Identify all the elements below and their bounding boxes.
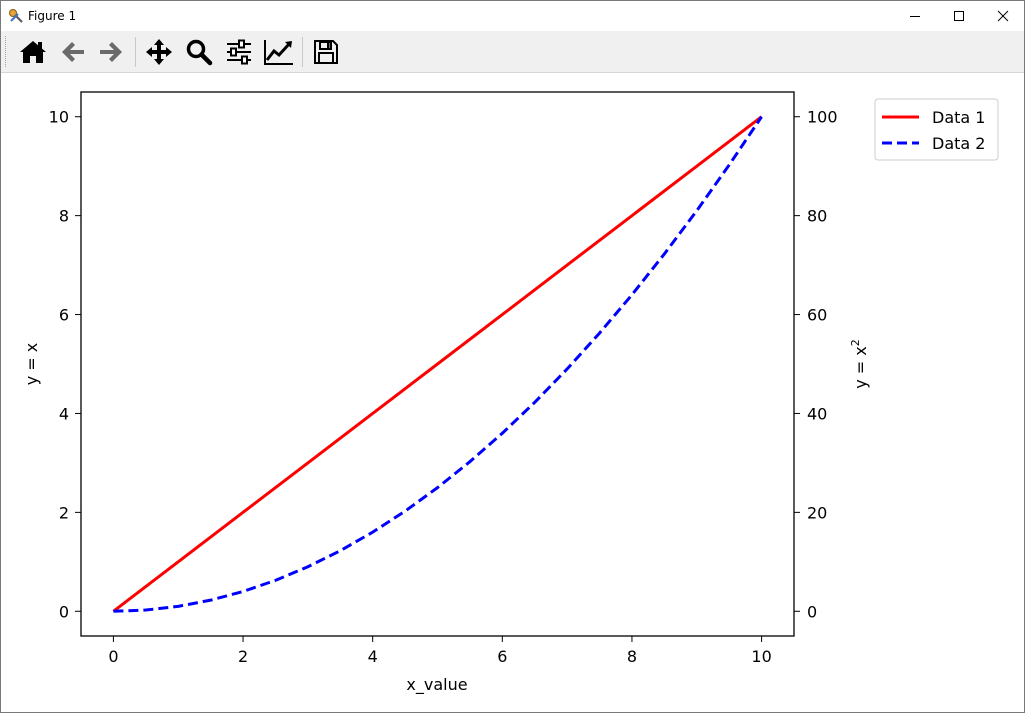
move-icon xyxy=(146,39,172,65)
x-tick-label: 10 xyxy=(751,647,771,666)
y-left-tick-label: 2 xyxy=(59,503,69,522)
y-left-tick-label: 4 xyxy=(59,404,69,423)
y-axis-label-right-text: y = x xyxy=(851,346,870,389)
figure-canvas[interactable]: 0 2 4 6 8 10 0 2 4 6 8 10 0 20 40 60 80 100 x_value y = x… xyxy=(1,73,1024,712)
x-tick-label: 8 xyxy=(627,647,637,666)
y-left-tick-label: 0 xyxy=(59,602,69,621)
arrow-left-icon xyxy=(62,42,84,62)
legend[interactable]: Data 1 Data 2 xyxy=(874,98,999,161)
navigation-toolbar xyxy=(1,31,1024,73)
y-right-tick-label: 60 xyxy=(807,306,827,325)
x-tick-label: 0 xyxy=(108,647,118,666)
x-tick-label: 4 xyxy=(368,647,378,666)
x-tick-label: 2 xyxy=(238,647,248,666)
y-axis-label-right: y = x2 xyxy=(849,339,870,389)
back-button[interactable] xyxy=(56,37,90,67)
y-left-tick-label: 6 xyxy=(59,306,69,325)
app-icon xyxy=(9,9,23,23)
axes-frame xyxy=(80,91,795,637)
floppy-disk-icon xyxy=(314,40,338,64)
window-title: Figure 1 xyxy=(28,9,77,23)
y-right-tick-label: 40 xyxy=(807,404,827,423)
toolbar-separator xyxy=(302,37,303,67)
maximize-icon xyxy=(954,11,964,21)
maximize-button[interactable] xyxy=(936,1,982,31)
forward-button[interactable] xyxy=(94,37,128,67)
y-right-tick-label: 80 xyxy=(807,207,827,226)
toolbar-grip[interactable] xyxy=(5,36,9,67)
legend-label-data-1: Data 1 xyxy=(932,108,985,127)
edit-axes-button[interactable] xyxy=(262,37,296,67)
arrow-right-icon xyxy=(100,42,122,62)
zoom-button[interactable] xyxy=(182,37,216,67)
minimize-icon xyxy=(910,16,920,17)
legend-label-data-2: Data 2 xyxy=(932,134,985,153)
pan-button[interactable] xyxy=(142,37,176,67)
y-left-tick-label: 10 xyxy=(49,108,69,127)
minimize-button[interactable] xyxy=(892,1,938,31)
y-right-tick-label: 20 xyxy=(807,503,827,522)
close-icon xyxy=(997,10,1009,22)
y-right-tick-label: 100 xyxy=(807,108,838,127)
title-bar[interactable]: Figure 1 xyxy=(1,1,1024,31)
y-left-tick-label: 8 xyxy=(59,207,69,226)
home-button[interactable] xyxy=(16,37,50,67)
home-icon xyxy=(20,41,46,63)
y-right-tick-label: 0 xyxy=(807,602,817,621)
toolbar-separator xyxy=(135,37,136,67)
close-button[interactable] xyxy=(980,1,1025,31)
magnifier-icon xyxy=(186,39,213,66)
y-axis-label-right-superscript: 2 xyxy=(849,339,862,346)
series-line-data-2 xyxy=(113,115,763,613)
x-tick-label: 6 xyxy=(497,647,507,666)
sliders-icon xyxy=(227,39,251,65)
series-line-data-1 xyxy=(112,115,763,613)
subplots-button[interactable] xyxy=(222,37,256,67)
save-button[interactable] xyxy=(309,37,343,67)
legend-box xyxy=(874,98,999,161)
line-chart-icon xyxy=(264,40,293,65)
y-axis-label-left: y = x xyxy=(22,343,41,386)
x-axis-label: x_value xyxy=(406,675,467,695)
